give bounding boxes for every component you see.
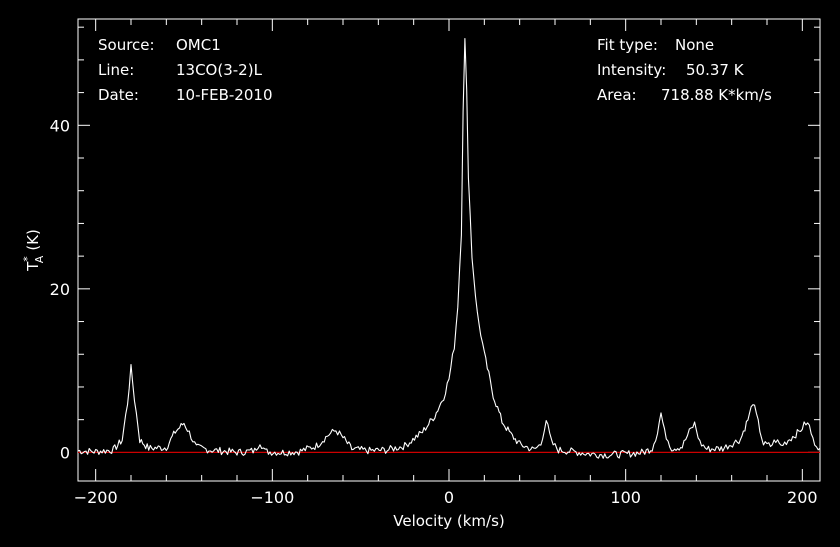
y-tick-label: 20 [50,280,70,299]
area-label: Area: [597,86,637,104]
y-axis-title: T*A (K) [21,229,46,272]
y-axis-title-unit: (K) [24,229,42,251]
spectrum-line [77,38,821,459]
x-tick-label: 0 [444,488,454,507]
date-label: Date: [98,86,139,104]
intensity-label: Intensity: [597,61,666,79]
y-tick-label: 0 [60,443,70,462]
line-label: Line: [98,61,134,79]
y-axis-title-sup: * [21,256,34,262]
x-tick-label: −200 [74,488,118,507]
intensity-value: 50.37 K [686,61,745,79]
y-axis-title-sub: A [33,255,46,263]
y-tick-label: 40 [50,116,70,135]
date-value: 10-FEB-2010 [176,86,272,104]
fit-type-value: None [675,36,714,54]
x-tick-label: −100 [250,488,294,507]
x-tick-label: 100 [610,488,641,507]
fit-type-label: Fit type: [597,36,658,54]
y-axis-title-text: T*A (K) [21,229,46,272]
area-value: 718.88 K*km/s [661,86,772,104]
source-label: Source: [98,36,155,54]
x-axis-title: Velocity (km/s) [393,512,504,530]
x-tick-label: 200 [787,488,818,507]
axis-tick-labels: −200 −100 0 100 200 0 20 40 [50,116,818,507]
line-value: 13CO(3-2)L [176,61,263,79]
source-value: OMC1 [176,36,221,54]
y-axis-title-symbol: T [24,261,42,272]
